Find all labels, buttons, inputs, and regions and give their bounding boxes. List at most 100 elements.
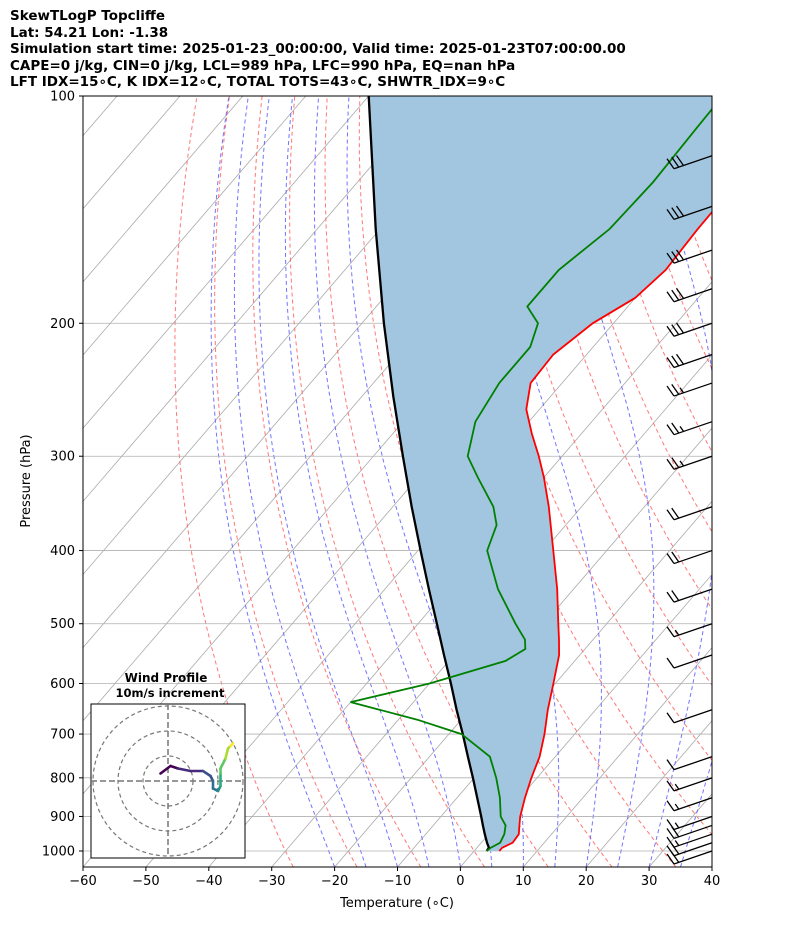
wind-barb [666, 588, 713, 603]
isotherm-line [522, 646, 712, 867]
wind-barb [666, 797, 713, 812]
wind-barb [666, 155, 713, 170]
isotherm-line [585, 720, 712, 867]
parcel-profile-line [367, 96, 491, 852]
time-line: Simulation start time: 2025-01-23_00:00:… [10, 41, 626, 57]
dry-adiabat-line [214, 96, 358, 867]
y-tick-label: 900 [50, 810, 75, 825]
x-tick-label: 40 [704, 874, 721, 889]
y-tick-label: 300 [50, 450, 75, 465]
location-line: Lat: 54.21 Lon: -1.38 [10, 24, 169, 41]
moist-adiabat-line [258, 96, 398, 867]
x-axis-ticks: −60 −50 −40 −30 −20 −10 0 10 20 30 40 [69, 867, 720, 889]
wind-barb [666, 833, 713, 848]
wind-barb [666, 288, 713, 303]
x-tick-label: 20 [578, 874, 595, 889]
wind-barb [666, 382, 713, 397]
moist-adiabat-line [552, 96, 655, 867]
wind-barb [666, 815, 713, 831]
hodograph-title: Wind Profile [125, 671, 208, 685]
isotherm-line [83, 96, 244, 283]
isotherm-line [711, 866, 712, 867]
x-tick-label: 10 [515, 874, 532, 889]
x-tick-label: −60 [69, 874, 96, 889]
wind-barb [666, 654, 713, 669]
wind-barb [666, 623, 713, 638]
moist-adiabat-line [482, 96, 602, 867]
wind-barb [666, 353, 713, 369]
x-axis-label: Temperature (∘C) [339, 896, 454, 911]
moist-adiabat-line [711, 865, 712, 867]
indices-line-2: LFT IDX=15∘C, K IDX=12∘C, TOTAL TOTS=43∘… [10, 74, 506, 90]
hodograph-segment [176, 767, 192, 773]
x-tick-label: −30 [258, 874, 285, 889]
wind-barb [666, 322, 713, 337]
isotherm-line [334, 427, 712, 867]
dry-adiabat-line [783, 96, 794, 867]
x-tick-label: −50 [132, 874, 159, 889]
y-tick-label: 200 [50, 317, 75, 332]
hodograph-segment [224, 747, 230, 760]
hodograph-subtitle: 10m/s increment [116, 686, 225, 700]
hodograph-segment [169, 764, 180, 770]
dry-adiabat-line [174, 96, 294, 867]
hodograph-segment [201, 769, 212, 778]
dry-adiabat-line [718, 96, 794, 867]
dry-adiabat-line [252, 96, 422, 867]
y-tick-label: 100 [50, 90, 75, 105]
isotherm-line [83, 96, 307, 356]
moist-adiabat-line [284, 96, 430, 867]
y-axis-label: Pressure (hPa) [19, 434, 34, 527]
wind-barb [666, 549, 713, 565]
dry-adiabat-line [522, 96, 712, 611]
x-tick-label: −20 [321, 874, 348, 889]
moist-adiabat-line [313, 96, 461, 867]
y-tick-label: 500 [50, 617, 75, 632]
wind-barb [666, 249, 713, 264]
indices-line-1: CAPE=0 j/kg, CIN=0 j/kg, LCL=989 hPa, LF… [10, 57, 516, 74]
wind-barb [666, 205, 713, 220]
temperature-line [498, 210, 712, 852]
y-tick-label: 400 [50, 544, 75, 559]
dry-adiabat-line [751, 96, 794, 867]
wind-barb [666, 506, 713, 521]
hodograph-segment [219, 757, 227, 770]
wind-barb [666, 756, 713, 771]
y-tick-label: 700 [50, 728, 75, 743]
isotherm-line [460, 573, 712, 867]
parcel-shading [368, 96, 712, 851]
dry-adiabat-line [289, 96, 485, 867]
dry-adiabat-line [456, 96, 712, 762]
dry-adiabat-line [554, 96, 712, 533]
chart-header: SkewTLogP Topcliffe Lat: 54.21 Lon: -1.3… [10, 8, 626, 91]
moist-adiabat-line [346, 96, 493, 867]
dewpoint-line [350, 107, 712, 852]
moist-adiabat-line [233, 96, 367, 867]
moist-adiabat-line [210, 96, 336, 867]
wind-barb [666, 709, 713, 724]
wind-barb [666, 777, 713, 792]
x-tick-label: 0 [456, 874, 464, 889]
x-tick-label: 30 [641, 874, 658, 889]
hodograph-segment [229, 742, 235, 748]
wind-barb [666, 455, 713, 470]
isotherm-line [83, 96, 369, 429]
y-tick-label: 1000 [42, 845, 75, 860]
isotherm-line [83, 96, 432, 502]
x-tick-label: −10 [384, 874, 411, 889]
hodograph-inset: Wind Profile 10m/s increment [90, 671, 246, 859]
profile-series [350, 96, 712, 852]
isotherm-line [271, 354, 712, 867]
y-tick-label: 600 [50, 677, 75, 692]
wind-barb [666, 421, 713, 436]
y-tick-label: 800 [50, 771, 75, 786]
parcel-area [368, 96, 712, 851]
wind-barb [666, 850, 713, 865]
wind-barbs [666, 155, 713, 865]
chart-title: SkewTLogP Topcliffe [10, 8, 166, 24]
dry-adiabat-line [489, 96, 712, 687]
hodograph-segment [159, 764, 172, 775]
y-axis-ticks: 100 200 300 400 500 600 700 800 900 1000 [42, 90, 83, 860]
x-tick-label: −40 [195, 874, 222, 889]
